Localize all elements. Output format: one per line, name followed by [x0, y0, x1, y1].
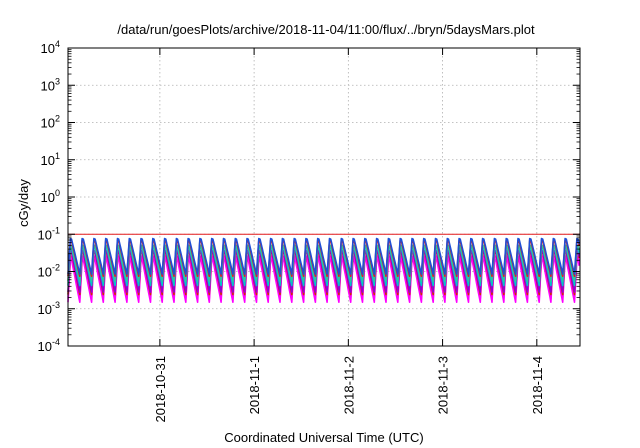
- y-tick-exponent: 4: [55, 39, 60, 49]
- y-tick-base: 10: [41, 153, 55, 168]
- y-tick-base: 10: [41, 41, 55, 56]
- y-tick-exponent: 2: [55, 114, 60, 124]
- y-tick-base: 10: [41, 116, 55, 131]
- y-tick-base: 10: [41, 190, 55, 205]
- y-tick-label: 101: [41, 151, 60, 168]
- ticks: [68, 47, 580, 347]
- x-tick-label: 2018-11-3: [436, 356, 451, 414]
- y-tick-exponent: -1: [52, 225, 60, 235]
- y-tick-label: 10-1: [38, 225, 60, 242]
- y-tick-label: 104: [41, 39, 60, 56]
- y-tick-label: 103: [41, 76, 60, 93]
- chart-title: /data/run/goesPlots/archive/2018-11-04/1…: [117, 22, 535, 37]
- x-tick-labels: 2018-10-31 2018-11-1 2018-11-2 2018-11-3 201…: [153, 356, 545, 423]
- y-tick-label: 10-3: [38, 300, 60, 317]
- y-tick-base: 10: [41, 78, 55, 93]
- y-tick-exponent: 3: [55, 76, 60, 86]
- x-axis-label: Coordinated Universal Time (UTC): [224, 430, 423, 445]
- y-tick-base: 10: [38, 265, 52, 280]
- x-tick-label: 2018-11-1: [247, 356, 262, 414]
- series-group: [67, 237, 580, 304]
- x-tick-label: 2018-11-2: [341, 356, 356, 414]
- y-tick-exponent: -4: [52, 337, 60, 347]
- y-tick-exponent: -2: [52, 263, 60, 273]
- y-tick-base: 10: [38, 339, 52, 354]
- y-tick-label: 10-2: [38, 263, 60, 280]
- y-tick-base: 10: [38, 302, 52, 317]
- y-tick-label: 102: [41, 114, 60, 131]
- y-tick-exponent: 1: [55, 151, 60, 161]
- series-line: [67, 237, 580, 275]
- x-tick-label: 2018-10-31: [153, 356, 168, 423]
- y-tick-label: 100: [41, 188, 60, 205]
- y-axis-label: cGy/day: [16, 179, 31, 227]
- y-tick-base: 10: [38, 227, 52, 242]
- y-tick-exponent: 0: [55, 188, 60, 198]
- x-tick-label: 2018-11-4: [530, 356, 545, 414]
- y-tick-exponent: -3: [52, 300, 60, 310]
- y-tick-label: 10-4: [38, 337, 60, 354]
